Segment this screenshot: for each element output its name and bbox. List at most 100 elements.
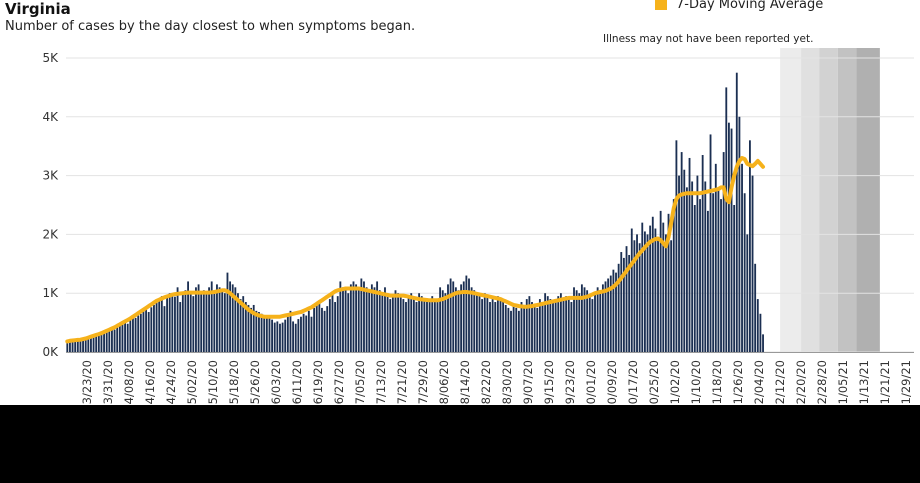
x-tick-label: 04/16/20	[143, 360, 157, 405]
case-bar	[132, 316, 134, 352]
case-bar	[699, 199, 701, 352]
case-bar	[313, 307, 316, 352]
case-bar	[239, 299, 242, 352]
x-tick-label: 01/21/21	[878, 360, 892, 405]
case-bar	[441, 290, 444, 352]
x-tick-label: 05/02/20	[185, 360, 199, 405]
case-bar	[520, 302, 523, 352]
case-bar	[531, 302, 533, 352]
case-bar	[762, 334, 764, 352]
case-bar	[633, 240, 636, 352]
case-bar	[612, 269, 615, 352]
x-tick-label: 07/21/20	[395, 360, 409, 405]
case-bar	[420, 296, 423, 352]
case-bar	[604, 281, 607, 352]
case-bar	[475, 293, 478, 352]
case-bar	[271, 319, 274, 352]
case-bar	[460, 284, 463, 352]
case-bar	[158, 299, 161, 352]
case-bar	[113, 329, 116, 352]
case-bar	[286, 316, 289, 352]
case-bar	[664, 234, 667, 352]
case-bar	[305, 315, 308, 352]
chart-subtitle: Number of cases by the day closest to wh…	[5, 19, 416, 34]
case-bar	[321, 307, 323, 352]
case-bar	[483, 293, 486, 352]
case-bar	[502, 302, 505, 352]
case-bar	[507, 307, 510, 352]
case-bar	[685, 187, 688, 352]
case-bar	[454, 287, 457, 352]
case-bar	[541, 302, 544, 352]
case-bar	[617, 263, 620, 352]
case-bar	[510, 310, 512, 352]
case-bar	[192, 296, 195, 352]
case-bar	[512, 304, 515, 352]
case-bar	[342, 287, 344, 352]
case-bar	[373, 287, 376, 352]
case-bar	[95, 336, 98, 352]
case-bar	[405, 302, 407, 352]
case-bar	[580, 284, 583, 352]
y-tick-label: 1K	[42, 286, 59, 300]
case-bar	[691, 181, 694, 352]
case-bar	[701, 155, 704, 352]
case-bar	[265, 315, 268, 352]
case-bar	[426, 302, 428, 352]
case-bar	[181, 293, 184, 352]
case-bar	[565, 296, 568, 352]
case-bar	[174, 296, 176, 352]
case-bar	[439, 287, 442, 352]
case-bar	[363, 281, 365, 352]
case-bar	[494, 302, 497, 352]
case-bar	[717, 187, 720, 352]
case-bar	[470, 287, 473, 352]
case-bar	[386, 293, 389, 352]
x-tick-label: 09/15/20	[542, 360, 556, 405]
x-tick-label: 04/24/20	[164, 360, 178, 405]
case-bar	[347, 293, 350, 352]
case-bar	[538, 299, 541, 352]
case-bar	[491, 299, 494, 352]
legend-label: 7-Day Moving Average	[676, 0, 824, 12]
case-bar	[252, 304, 255, 352]
case-bar	[468, 278, 470, 352]
case-bar	[281, 322, 284, 352]
case-bar	[92, 334, 95, 352]
x-tick-label: 12/04/20	[752, 360, 766, 405]
x-tick-label: 07/13/20	[374, 360, 388, 405]
case-bar	[423, 299, 426, 352]
case-bar	[195, 287, 197, 352]
case-bar	[223, 293, 226, 352]
case-bar	[134, 317, 137, 352]
case-bar	[444, 293, 447, 352]
case-bar	[84, 337, 87, 352]
case-bar	[515, 307, 518, 352]
case-bar	[216, 284, 218, 352]
case-bar	[229, 281, 232, 352]
case-bar	[599, 290, 602, 352]
shading-band-0	[780, 48, 802, 352]
case-bar	[457, 290, 460, 352]
x-tick-label: 06/27/20	[332, 360, 346, 405]
case-bar	[489, 302, 491, 352]
case-bar	[137, 315, 140, 352]
chart-title: Virginia	[5, 0, 71, 18]
case-bar	[436, 302, 439, 352]
case-bar	[573, 287, 575, 352]
case-bar	[667, 213, 670, 352]
case-bar	[381, 293, 384, 352]
case-bar	[116, 325, 119, 352]
case-bar	[307, 310, 310, 352]
case-bar	[730, 128, 733, 352]
case-bar	[221, 290, 224, 352]
y-tick-label: 0K	[42, 345, 59, 359]
case-bar	[153, 304, 155, 352]
case-bar	[693, 205, 696, 352]
case-bar	[302, 313, 305, 352]
case-bar	[197, 284, 200, 352]
case-bar	[756, 299, 759, 352]
case-bar	[620, 252, 623, 352]
case-bar	[326, 306, 329, 352]
case-bar	[625, 246, 628, 352]
